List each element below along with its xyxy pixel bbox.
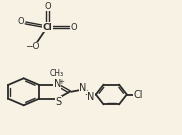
Text: N: N xyxy=(54,79,61,89)
Text: N: N xyxy=(87,92,94,102)
Text: +: + xyxy=(59,79,65,85)
Text: −O: −O xyxy=(25,42,39,51)
Text: O: O xyxy=(17,17,24,26)
Text: S: S xyxy=(55,97,61,107)
Text: Cl: Cl xyxy=(134,90,143,99)
Text: Cl: Cl xyxy=(42,23,52,31)
Text: O: O xyxy=(71,23,78,31)
Text: N: N xyxy=(79,83,87,93)
Text: O: O xyxy=(44,2,51,11)
Text: CH₃: CH₃ xyxy=(50,69,64,78)
